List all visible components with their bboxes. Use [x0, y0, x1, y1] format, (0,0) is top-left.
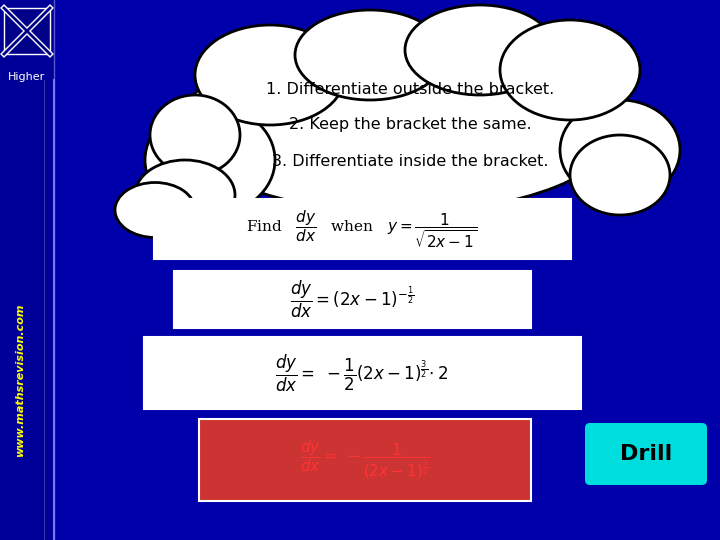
- FancyBboxPatch shape: [585, 423, 707, 485]
- Text: $\dfrac{dy}{dx} = (2x-1)^{-\frac{1}{2}}$: $\dfrac{dy}{dx} = (2x-1)^{-\frac{1}{2}}$: [290, 279, 414, 320]
- Ellipse shape: [195, 25, 345, 125]
- FancyBboxPatch shape: [4, 8, 50, 54]
- Text: 2. Keep the bracket the same.: 2. Keep the bracket the same.: [289, 118, 531, 132]
- Ellipse shape: [115, 183, 195, 238]
- Ellipse shape: [150, 95, 240, 175]
- Ellipse shape: [570, 135, 670, 215]
- Text: Drill: Drill: [620, 444, 672, 464]
- Ellipse shape: [405, 5, 555, 95]
- Ellipse shape: [500, 20, 640, 120]
- Text: www.mathsrevision.com: www.mathsrevision.com: [15, 303, 25, 457]
- Ellipse shape: [135, 160, 235, 230]
- Text: 1. Differentiate outside the bracket.: 1. Differentiate outside the bracket.: [266, 83, 554, 98]
- FancyBboxPatch shape: [144, 337, 581, 409]
- FancyBboxPatch shape: [199, 419, 531, 501]
- Text: Higher: Higher: [8, 72, 45, 82]
- FancyBboxPatch shape: [0, 0, 55, 540]
- FancyBboxPatch shape: [174, 271, 531, 328]
- Ellipse shape: [145, 105, 275, 215]
- Text: Find   $\dfrac{dy}{dx}$   when   $y = \dfrac{1}{\sqrt{2x-1}}$: Find $\dfrac{dy}{dx}$ when $y = \dfrac{1…: [246, 208, 477, 250]
- Ellipse shape: [180, 37, 620, 213]
- Text: $\dfrac{dy}{dx} = \ -\dfrac{1}{(2x-1)^{\frac{3}{2}}}$: $\dfrac{dy}{dx} = \ -\dfrac{1}{(2x-1)^{\…: [300, 438, 431, 481]
- Text: 3. Differentiate inside the bracket.: 3. Differentiate inside the bracket.: [271, 154, 548, 170]
- Ellipse shape: [295, 10, 445, 100]
- Ellipse shape: [560, 100, 680, 200]
- Text: $\dfrac{dy}{dx} = \ -\dfrac{1}{2}(2x-1)^{\frac{3}{2}}\!\cdot 2$: $\dfrac{dy}{dx} = \ -\dfrac{1}{2}(2x-1)^…: [276, 353, 449, 394]
- FancyBboxPatch shape: [154, 199, 571, 259]
